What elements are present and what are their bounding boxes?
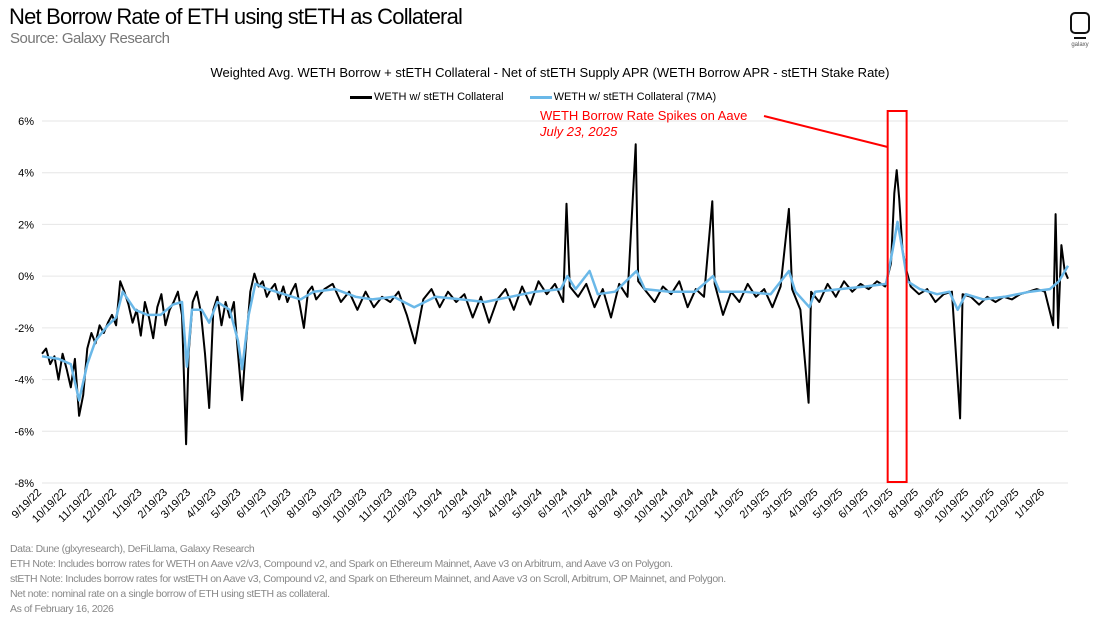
annotation-highlight-box [886,110,908,483]
footnote-steth: stETH Note: Includes borrow rates for ws… [10,573,726,585]
logo-text: galaxy [1071,42,1089,48]
y-tick-label: -4% [14,375,34,387]
y-tick-label: -2% [14,323,34,335]
legend-label-raw: WETH w/ stETH Collateral [374,91,504,103]
galaxy-logo-icon [1070,12,1090,39]
footnote-asof: As of February 16, 2026 [10,603,114,615]
legend-swatch-7ma [529,95,552,99]
annotation-pointer-line [763,115,888,148]
footnote-net: Net note: nominal rate on a single borro… [10,588,330,600]
legend-item-7ma: WETH w/ stETH Collateral (7MA) [529,91,717,103]
series-line-raw [41,143,1069,446]
legend-label-7ma: WETH w/ stETH Collateral (7MA) [553,91,717,103]
footnotes: Data: Dune (glxyresearch), DeFiLlama, Ga… [10,542,726,617]
footnote-eth: ETH Note: Includes borrow rates for WETH… [10,558,673,570]
page-title: Net Borrow Rate of ETH using stETH as Co… [9,4,463,29]
y-tick-label: 6% [18,116,34,128]
y-tick-label: -8% [14,478,34,490]
line-chart: 6%4%2%0%-2%-4%-6%-8%9/19/2210/19/2211/19… [10,108,1070,525]
annotation-label: WETH Borrow Rate Spikes on Aave [540,108,747,123]
annotation-date: July 23, 2025 [539,124,618,139]
legend-swatch-raw [350,95,372,99]
y-tick-label: 4% [18,168,34,180]
galaxy-logo: galaxy [1064,12,1096,48]
footnote-data: Data: Dune (glxyresearch), DeFiLlama, Ga… [10,543,255,555]
y-tick-label: 0% [18,271,34,283]
chart-title: Weighted Avg. WETH Borrow + stETH Collat… [210,65,890,80]
series-line-7ma [41,220,1070,402]
source-label: Source: Galaxy Research [10,30,170,47]
legend: WETH w/ stETH Collateral WETH w/ stETH C… [350,91,716,103]
y-tick-label: 2% [18,219,34,231]
y-tick-label: -6% [14,426,34,438]
legend-item-raw: WETH w/ stETH Collateral [350,91,504,103]
